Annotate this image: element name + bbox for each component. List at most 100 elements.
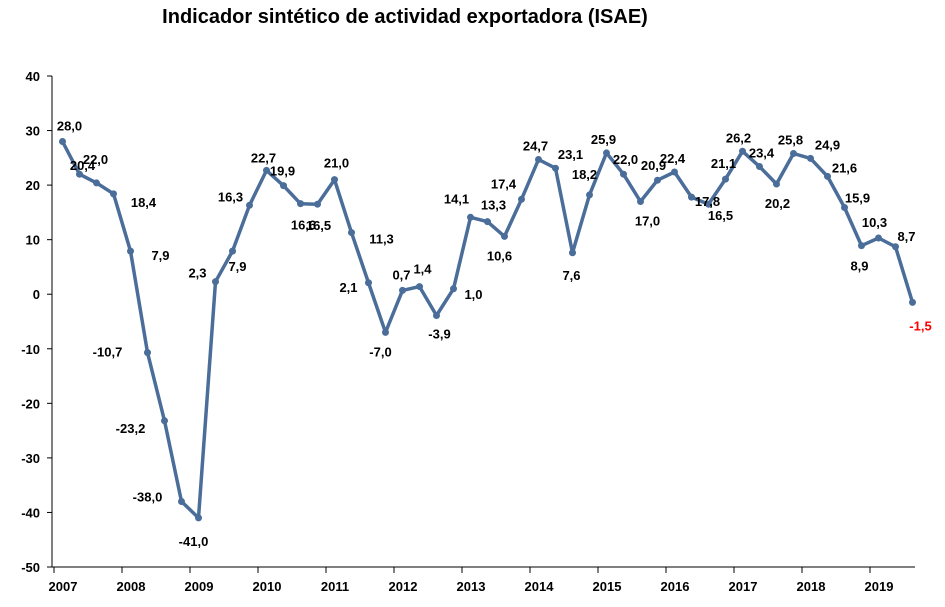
x-tick-label: 2010 bbox=[253, 579, 282, 594]
data-point bbox=[841, 203, 848, 211]
data-label: 17,8 bbox=[695, 194, 720, 209]
data-point bbox=[195, 514, 202, 522]
data-label: 0,7 bbox=[392, 267, 410, 282]
y-tick-label: -30 bbox=[21, 451, 40, 466]
data-label: 21,6 bbox=[832, 160, 857, 175]
data-label: 18,2 bbox=[572, 167, 597, 182]
data-point bbox=[178, 498, 185, 506]
data-point bbox=[637, 197, 644, 205]
data-label: 25,9 bbox=[591, 132, 616, 147]
data-label: 16,5 bbox=[306, 218, 331, 233]
data-label: 21,0 bbox=[324, 156, 349, 171]
data-label: 7,9 bbox=[151, 248, 169, 263]
data-label: 22,4 bbox=[660, 151, 686, 166]
data-label: -3,9 bbox=[428, 326, 450, 341]
y-tick-label: -10 bbox=[21, 342, 40, 357]
data-label: -7,0 bbox=[369, 344, 391, 359]
y-tick-label: 40 bbox=[26, 69, 40, 84]
data-point bbox=[144, 349, 151, 357]
data-label: 10,3 bbox=[862, 215, 887, 230]
data-label: 23,4 bbox=[749, 146, 775, 161]
x-tick-label: 2018 bbox=[797, 579, 826, 594]
y-axis-ticks: 40 30 20 10 0 -10 -20 -30 -40 -50 bbox=[21, 69, 52, 575]
data-label: 20,9 bbox=[641, 158, 666, 173]
data-point bbox=[76, 170, 83, 178]
data-point bbox=[127, 247, 134, 255]
x-tick-label: 2017 bbox=[729, 579, 758, 594]
y-tick-label: -40 bbox=[21, 505, 40, 520]
data-point bbox=[739, 147, 746, 155]
data-label: -1,5 bbox=[909, 318, 931, 333]
x-tick-label: 2011 bbox=[321, 579, 349, 594]
data-point bbox=[229, 247, 236, 255]
x-tick-label: 2016 bbox=[661, 579, 690, 594]
data-label: 16,5 bbox=[708, 208, 733, 223]
x-tick-label: 2009 bbox=[185, 579, 214, 594]
data-point bbox=[161, 417, 168, 425]
data-label: 23,1 bbox=[558, 147, 583, 162]
y-tick-label: 10 bbox=[26, 233, 40, 248]
data-label: 2,1 bbox=[339, 280, 357, 295]
data-point bbox=[518, 195, 525, 203]
data-label: 22,7 bbox=[251, 150, 276, 165]
data-label: 1,4 bbox=[413, 262, 432, 277]
data-point bbox=[807, 154, 814, 162]
data-point bbox=[790, 149, 797, 157]
data-point bbox=[212, 278, 219, 286]
data-label: -38,0 bbox=[133, 490, 163, 505]
data-point bbox=[620, 170, 627, 178]
data-label: 20,2 bbox=[765, 196, 790, 211]
data-point bbox=[382, 328, 389, 336]
data-point bbox=[399, 286, 406, 294]
data-point bbox=[484, 218, 491, 226]
data-point bbox=[705, 200, 712, 208]
chart-title: Indicador sintético de actividad exporta… bbox=[162, 6, 648, 28]
data-point bbox=[671, 168, 678, 176]
data-label: 24,7 bbox=[523, 138, 548, 153]
x-tick-label: 2008 bbox=[117, 579, 146, 594]
data-point bbox=[331, 176, 338, 184]
data-point bbox=[722, 175, 729, 183]
data-label: 13,3 bbox=[481, 198, 506, 213]
x-tick-label: 2015 bbox=[593, 579, 622, 594]
data-label: 22,0 bbox=[83, 152, 108, 167]
data-point bbox=[280, 182, 287, 190]
data-label: 18,4 bbox=[131, 195, 157, 210]
data-point bbox=[59, 137, 66, 145]
y-tick-label: -50 bbox=[21, 560, 40, 575]
data-label: -10,7 bbox=[93, 345, 123, 360]
x-tick-label: 2012 bbox=[389, 579, 418, 594]
data-label: 20,4 bbox=[70, 158, 96, 173]
data-label: 17,4 bbox=[491, 176, 517, 191]
data-label: 16,3 bbox=[218, 189, 243, 204]
data-label: 26,2 bbox=[726, 130, 751, 145]
data-point bbox=[909, 298, 916, 306]
y-tick-label: 20 bbox=[26, 178, 40, 193]
data-label: -23,2 bbox=[116, 421, 146, 436]
data-point bbox=[773, 180, 780, 188]
data-point bbox=[535, 155, 542, 163]
data-label: 7,9 bbox=[228, 259, 246, 274]
data-points bbox=[59, 137, 916, 522]
data-label: 8,9 bbox=[850, 259, 868, 274]
data-label: 14,1 bbox=[444, 191, 469, 206]
data-label: 11,3 bbox=[369, 232, 394, 247]
data-label: 28,0 bbox=[57, 118, 82, 133]
data-label: 24,9 bbox=[815, 137, 840, 152]
data-point bbox=[654, 176, 661, 184]
data-point bbox=[875, 234, 882, 242]
data-point bbox=[824, 172, 831, 180]
data-label: 7,6 bbox=[562, 268, 580, 283]
data-point bbox=[586, 191, 593, 199]
data-point bbox=[93, 179, 100, 187]
data-point bbox=[467, 213, 474, 221]
data-label: 25,8 bbox=[778, 132, 803, 147]
data-point bbox=[246, 201, 253, 209]
data-point bbox=[263, 166, 270, 174]
data-point bbox=[756, 163, 763, 171]
data-label: 8,7 bbox=[897, 229, 915, 244]
data-label: 21,1 bbox=[711, 156, 736, 171]
data-label: 2,3 bbox=[188, 266, 206, 281]
data-label: -41,0 bbox=[179, 534, 209, 549]
